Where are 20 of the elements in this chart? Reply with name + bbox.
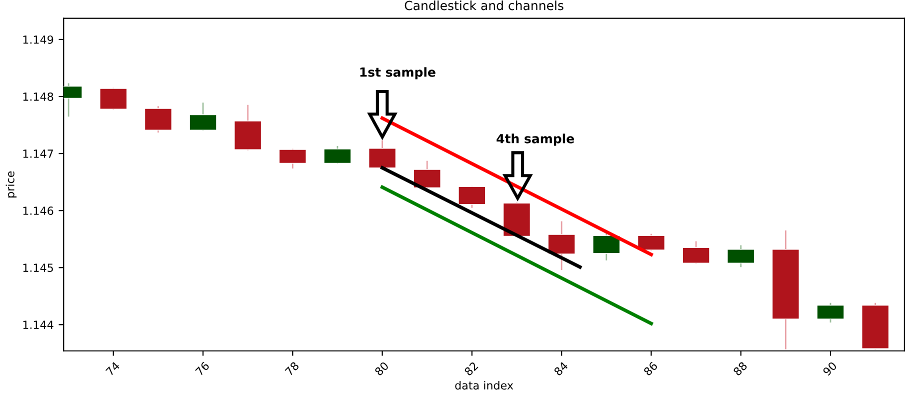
x-tick-label: 84 <box>553 361 568 376</box>
x-tick-label: 78 <box>284 361 300 376</box>
y-tick-label: 1.148 <box>23 92 54 101</box>
chart-title: Candlestick and channels <box>404 0 564 10</box>
y-tick-label: 1.149 <box>23 35 54 44</box>
x-tick-label: 86 <box>643 361 658 376</box>
annotation: 1st sample <box>360 67 436 80</box>
x-tick-label: 80 <box>374 361 390 376</box>
y-tick-label: 1.144 <box>23 320 54 329</box>
x-tick-label: 82 <box>464 362 478 376</box>
y-axis-title: price <box>6 171 17 198</box>
x-tick-label: 90 <box>822 361 838 376</box>
x-tick-label: 88 <box>732 361 748 376</box>
y-tick-label: 1.146 <box>23 206 54 215</box>
x-axis-title: data index <box>455 380 514 390</box>
x-tick-label: 74 <box>105 361 120 376</box>
y-tick-label: 1.147 <box>23 150 53 158</box>
annotation: 4th sample <box>496 134 574 146</box>
y-tick-label: 1.145 <box>23 264 53 272</box>
x-tick-label: 76 <box>195 361 210 376</box>
